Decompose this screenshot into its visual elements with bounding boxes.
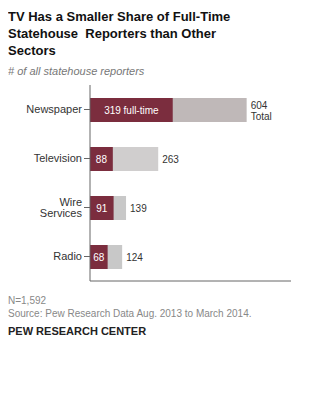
svg-text:68: 68 (93, 252, 105, 263)
svg-text:91: 91 (96, 203, 108, 214)
html-text:# of all statehouse reporters: # of all statehouse reporters (8, 65, 145, 77)
svg-text:WireServices: WireServices (40, 196, 83, 219)
svg-text:604Total: 604Total (251, 99, 272, 121)
html-text:TV Has a Smaller Share of Full: TV Has a Smaller Share of Full-Time Stat… (8, 9, 231, 58)
html-text:PEW RESEARCH CENTER: PEW RESEARCH CENTER (8, 325, 147, 337)
svg-text:263: 263 (162, 154, 179, 165)
svg-text:88: 88 (96, 154, 108, 165)
svg-text:Television: Television (34, 152, 82, 164)
svg-text:Radio: Radio (53, 250, 82, 262)
html-text:Source: Pew Research Data Aug.: Source: Pew Research Data Aug. 2013 to M… (8, 308, 252, 319)
svg-text:Newspaper: Newspaper (26, 103, 82, 115)
svg-text:319 full-time: 319 full-time (104, 105, 159, 116)
svg-text:139: 139 (130, 203, 147, 214)
svg-text:124: 124 (126, 252, 143, 263)
html-text:N=1,592: N=1,592 (8, 295, 47, 306)
